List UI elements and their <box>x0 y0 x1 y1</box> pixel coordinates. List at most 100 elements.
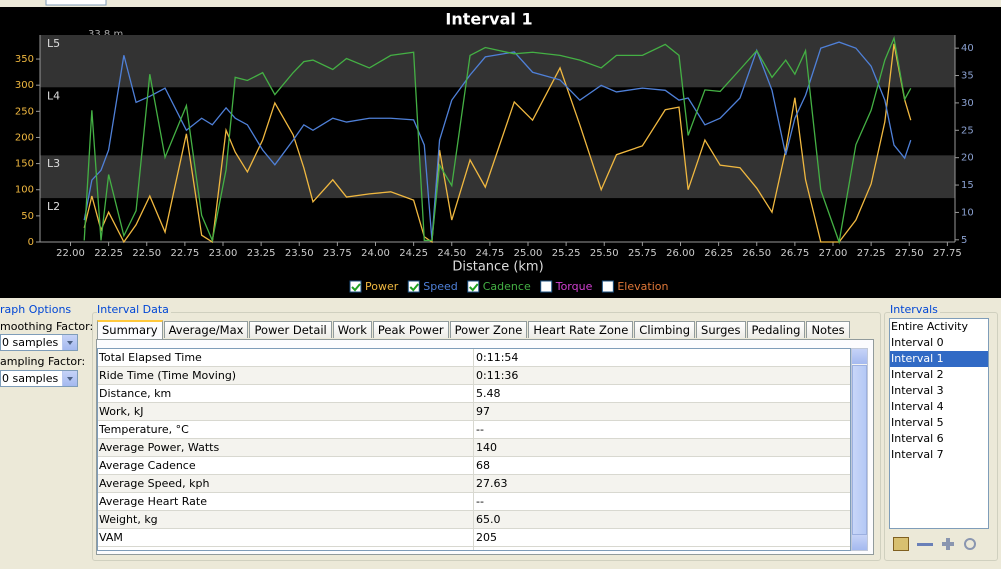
sampling-combo[interactable]: 0 samples <box>0 370 78 387</box>
y-tick-label: 150 <box>15 159 34 170</box>
remove-button[interactable] <box>917 543 933 546</box>
tab[interactable]: Average/Max <box>163 321 249 338</box>
row-label: Average Cadence <box>99 459 196 472</box>
label: moothing Factor: <box>0 320 94 333</box>
x-tick-label: 24.25 <box>399 248 428 259</box>
check-mark <box>409 283 420 292</box>
check-mark <box>469 283 479 292</box>
table-row: Average Cadence 68 <box>98 457 850 475</box>
tab[interactable]: Peak Power <box>372 321 449 338</box>
legend-item[interactable]: Cadence <box>467 280 531 293</box>
x-tick-label: 26.75 <box>781 248 810 259</box>
chart: Interval 1 33.8 m Distance (km) L2 L3 L4 L5… <box>0 0 1001 298</box>
legend-label: Elevation <box>617 280 668 293</box>
scroll-thumb[interactable] <box>852 365 867 535</box>
tab[interactable]: Power Zone <box>449 321 528 338</box>
tab[interactable]: Heart Rate Zone <box>528 321 634 338</box>
add-button[interactable] <box>940 537 956 551</box>
column-divider <box>473 349 474 550</box>
x-tick-label: 24.75 <box>476 248 505 259</box>
interval-item[interactable]: Interval 5 <box>891 416 944 429</box>
legend-item[interactable]: Elevation <box>601 280 668 293</box>
table-row: Temperature, °C -- <box>98 421 850 439</box>
tab[interactable]: Summary <box>97 320 163 339</box>
row-value: -- <box>476 423 484 436</box>
interval-item[interactable]: Interval 3 <box>891 384 944 397</box>
row-label: Ride Time (Time Moving) <box>99 369 237 382</box>
tab[interactable]: Power Detail <box>249 321 332 338</box>
y2-tick-label: 10 <box>961 207 974 218</box>
tab[interactable]: Work <box>332 321 372 338</box>
row-value: 97 <box>476 405 490 418</box>
scrollbar[interactable] <box>851 348 868 551</box>
tab[interactable]: Climbing <box>634 321 696 338</box>
tab[interactable]: Pedaling <box>746 321 806 338</box>
x-tick-label: 24.00 <box>361 248 390 259</box>
legend-checkbox[interactable] <box>407 280 420 293</box>
group-title: Intervals <box>890 303 940 316</box>
legend-item[interactable]: Power <box>349 280 399 293</box>
interval-list: Entire Activity Interval 0 Interval 1 Inter… <box>889 318 989 529</box>
chart-title: Interval 1 <box>445 10 532 29</box>
x-tick-label: 26.25 <box>704 248 733 259</box>
combo-button[interactable] <box>62 335 77 350</box>
row-label: VAM <box>99 531 123 544</box>
zone-label: L5 <box>47 37 60 50</box>
interval-item[interactable]: Interval 7 <box>891 448 944 461</box>
combo-value: 0 samples <box>2 372 59 385</box>
interval-item[interactable]: Interval 1 <box>890 351 988 367</box>
x-axis-label: Distance (km) <box>452 260 543 275</box>
interval-item[interactable]: Interval 6 <box>891 432 944 445</box>
legend-checkbox[interactable] <box>349 280 362 293</box>
group-frame <box>884 312 998 561</box>
row-value: 5.48 <box>476 387 501 400</box>
x-tick-label: 26.50 <box>742 248 771 259</box>
y2-tick-label: 15 <box>961 180 974 191</box>
row-label: Average Speed, kph <box>99 477 210 490</box>
table-row: Weight, kg 65.0 <box>98 511 850 529</box>
scroll-down[interactable] <box>852 535 867 550</box>
toolbar-strip <box>0 0 1001 7</box>
tab[interactable]: Notes <box>806 321 850 338</box>
interval-item[interactable]: Interval 4 <box>891 400 944 413</box>
check-mark <box>351 283 361 292</box>
table-row: Average Power, Watts 140 <box>98 439 850 457</box>
y2-tick-label: 30 <box>961 98 974 109</box>
row-label: Average Heart Rate <box>99 495 208 508</box>
x-tick-label: 25.00 <box>514 248 543 259</box>
x-tick-label: 25.25 <box>552 248 581 259</box>
combo-button[interactable] <box>62 371 77 386</box>
tab[interactable]: Surges <box>696 321 746 338</box>
row-value: 205 <box>476 531 497 544</box>
edit-button[interactable] <box>893 537 909 551</box>
group-title: raph Options <box>0 303 72 316</box>
x-tick-label: 27.00 <box>819 248 848 259</box>
interval-item[interactable]: Entire Activity <box>891 320 968 333</box>
x-tick-label: 27.25 <box>857 248 886 259</box>
y-tick-label: 0 <box>28 237 34 248</box>
legend-checkbox[interactable] <box>540 280 553 293</box>
legend-label: Torque <box>555 280 593 293</box>
split-button[interactable] <box>962 537 978 551</box>
row-value: 0:11:54 <box>476 351 519 364</box>
smoothing-combo[interactable]: 0 samples <box>0 334 78 351</box>
row-value: 65.0 <box>476 513 501 526</box>
row-value: 68 <box>476 459 490 472</box>
table-row: Distance, km 5.48 <box>98 385 850 403</box>
legend-item[interactable]: Torque <box>540 280 593 293</box>
y-tick-label: 300 <box>15 80 34 91</box>
table-row: VAM 205 <box>98 529 850 547</box>
legend-checkbox[interactable] <box>601 280 614 293</box>
legend-label: Power <box>365 280 399 293</box>
legend-item[interactable]: Speed <box>407 280 458 293</box>
y2-tick-label: 20 <box>961 153 974 164</box>
table-row: Average Speed, kph 27.63 <box>98 475 850 493</box>
x-tick-label: 22.25 <box>94 248 123 259</box>
row-label: Total Elapsed Time <box>99 351 202 364</box>
x-tick-label: 23.00 <box>209 248 238 259</box>
interval-item[interactable]: Interval 0 <box>891 336 944 349</box>
row-value: 0:11:36 <box>476 369 519 382</box>
scroll-up[interactable] <box>852 349 867 364</box>
legend-checkbox[interactable] <box>467 280 480 293</box>
interval-item[interactable]: Interval 2 <box>891 368 944 381</box>
